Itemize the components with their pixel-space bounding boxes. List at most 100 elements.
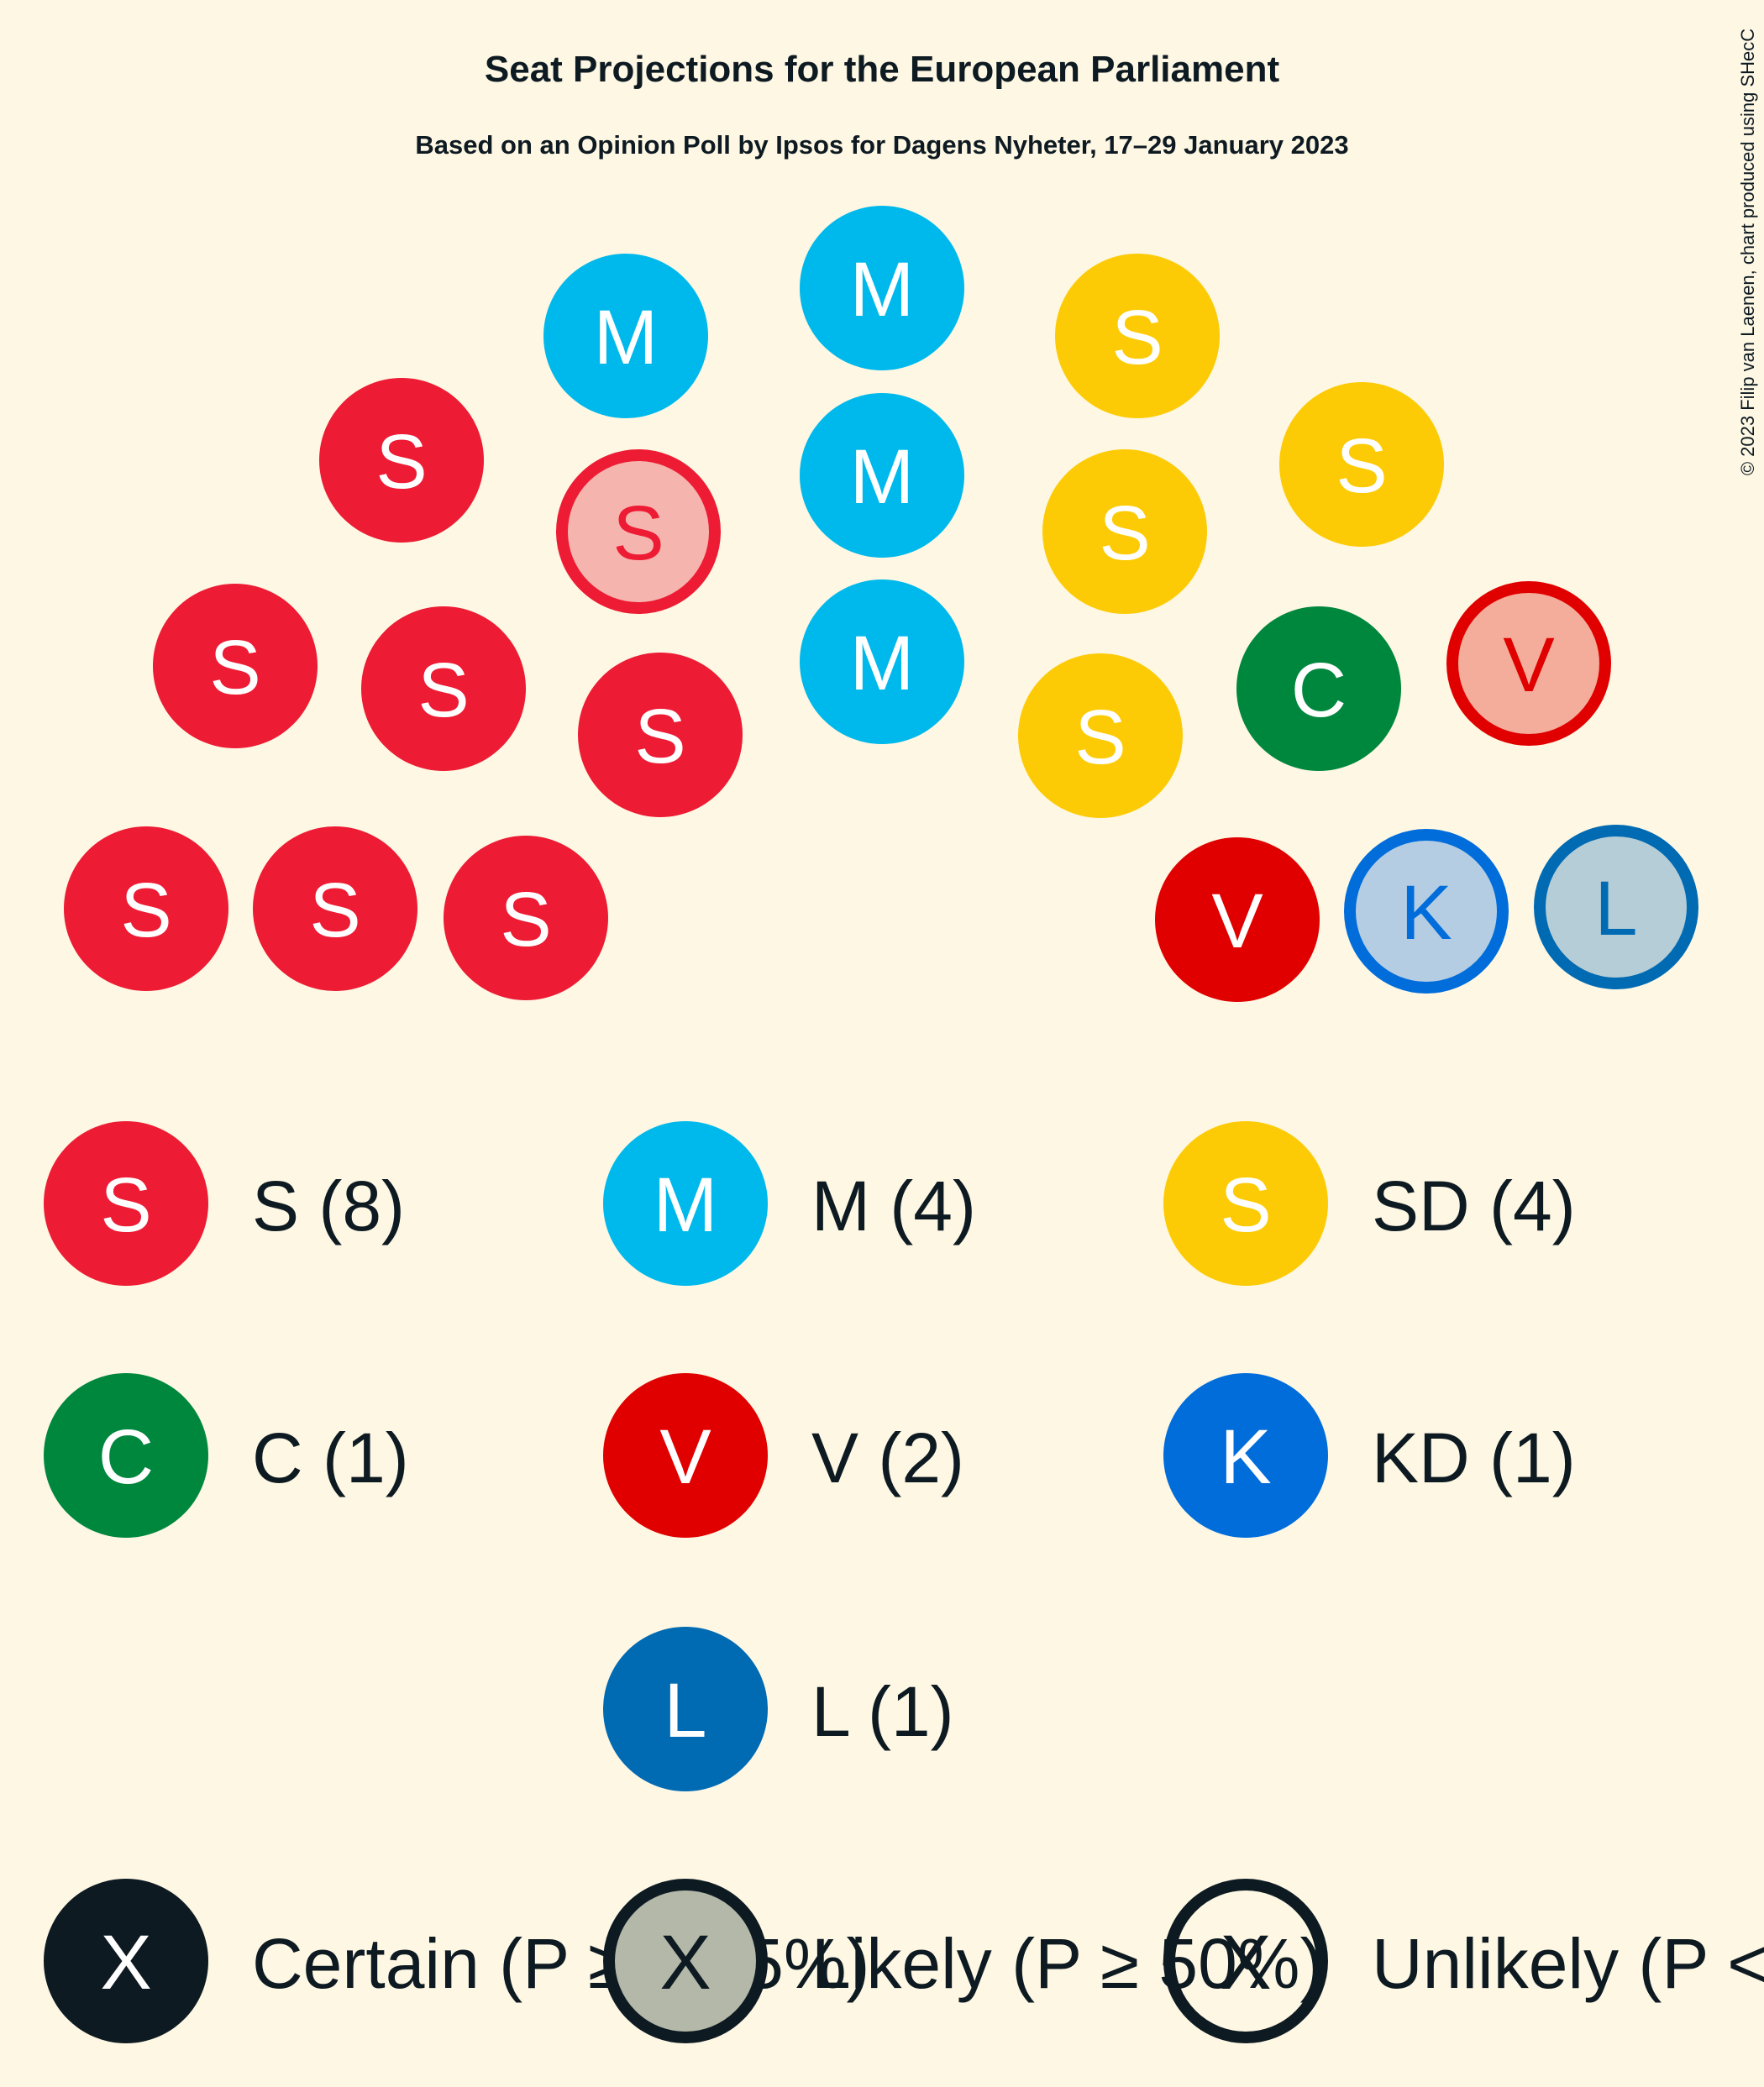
status-swatch-likely-letter: X [659, 1920, 711, 2006]
seat-m: M [800, 393, 964, 558]
status-label-certain: Certain (P ≥ 97.5%) [252, 1924, 870, 2003]
seat-s-circle [153, 584, 318, 748]
seat-m-letter: M [850, 434, 915, 520]
legend-swatch-kd: K [1163, 1373, 1328, 1538]
legend-swatch-c: C [44, 1373, 208, 1538]
seat-m: M [543, 254, 708, 418]
seat-s-letter: S [417, 648, 469, 733]
seat-sd-letter: S [1336, 423, 1387, 509]
seat-s: S [556, 449, 721, 614]
seat-v-circle [1446, 581, 1611, 746]
seat-s-letter: S [634, 694, 685, 779]
seat-l-circle [1534, 825, 1698, 989]
seat-s: S [319, 378, 484, 543]
legend-swatch-v-circle [603, 1373, 768, 1538]
seat-s: S [253, 826, 417, 991]
legend-swatch-v-letter: V [659, 1414, 711, 1500]
seat-sd: S [1279, 382, 1444, 547]
legend-label-s: S (8) [252, 1167, 405, 1245]
seat-sd: S [1018, 653, 1183, 818]
seat-s: S [444, 836, 608, 1000]
seat-kd-letter: K [1400, 870, 1452, 956]
legend-swatch-sd-letter: S [1220, 1162, 1271, 1248]
legend-swatch-m-letter: M [654, 1162, 718, 1248]
legend-swatch-l-circle [603, 1627, 768, 1791]
seat-c: C [1236, 606, 1401, 771]
seat-sd: S [1055, 254, 1220, 418]
seat-s-circle [253, 826, 417, 991]
seat-v: V [1446, 581, 1611, 746]
status-swatch-unlikely-circle [1163, 1879, 1328, 2043]
seat-l-letter: L [1594, 866, 1637, 952]
seat-sd-circle [1055, 254, 1220, 418]
legend-swatch-v: V [603, 1373, 768, 1538]
status-swatch-certain-letter: X [100, 1920, 151, 2006]
seat-s-letter: S [612, 490, 664, 576]
legend-label-v: V (2) [811, 1418, 964, 1497]
legend-swatch-s-letter: S [100, 1162, 151, 1248]
seat-v-letter: V [1211, 878, 1263, 964]
seat-sd-circle [1042, 449, 1207, 614]
seat-s-circle [361, 606, 526, 771]
seat-s: S [578, 653, 743, 817]
seat-s-letter: S [375, 419, 427, 505]
legend-swatch-sd-circle [1163, 1121, 1328, 1286]
legend-label-m: M (4) [811, 1167, 976, 1245]
legend-swatch-kd-letter: K [1220, 1414, 1271, 1500]
seat-s-circle [444, 836, 608, 1000]
seat-s-letter: S [309, 868, 360, 953]
status-swatch-likely-circle [603, 1879, 768, 2043]
seat-m-circle [800, 393, 964, 558]
chart-subtitle: Based on an Opinion Poll by Ipsos for Da… [415, 130, 1348, 160]
legend-label-c: C (1) [252, 1418, 409, 1497]
seat-sd-letter: S [1111, 295, 1163, 380]
seat-c-circle [1236, 606, 1401, 771]
chart-title: Seat Projections for the European Parlia… [485, 49, 1280, 90]
status-swatch-certain-circle [44, 1879, 208, 2043]
status-swatch-certain: X [44, 1879, 208, 2043]
seat-s: S [361, 606, 526, 771]
seat-kd-circle [1344, 829, 1509, 994]
status-label-unlikely: Unlikely (P < 50%) [1372, 1924, 1764, 2003]
legend-item-m: M M (4) [603, 1121, 976, 1286]
seat-s-letter: S [120, 868, 171, 953]
legend-label-kd: KD (1) [1372, 1418, 1576, 1497]
seat-m: M [800, 579, 964, 744]
legend-swatch-s: S [44, 1121, 208, 1286]
status-legend-likely: X Likely (P ≥ 50%) [603, 1879, 1323, 2043]
seat-l: L [1534, 825, 1698, 989]
status-label-likely: Likely (P ≥ 50%) [811, 1924, 1323, 2003]
seat-sd-circle [1279, 382, 1444, 547]
seat-m: M [800, 206, 964, 370]
seat-m-letter: M [850, 621, 915, 706]
seat-sd-letter: S [1074, 695, 1126, 780]
legend-label-l: L (1) [811, 1672, 954, 1751]
legend-item-kd: K KD (1) [1163, 1373, 1576, 1538]
seat-hemicycle: S S S S S S S S M M M M S S S S C V V K L [64, 206, 1698, 1002]
legend-swatch-s-circle [44, 1121, 208, 1286]
seat-c-letter: C [1291, 648, 1347, 733]
status-legend-unlikely: X Unlikely (P < 50%) [1163, 1879, 1764, 2043]
legend-swatch-m: M [603, 1121, 768, 1286]
copyright-notice: © 2023 Filip van Laenen, chart produced … [1737, 29, 1758, 475]
legend-label-sd: SD (4) [1372, 1167, 1576, 1245]
status-swatch-unlikely: X [1163, 1879, 1328, 2043]
status-swatch-likely: X [603, 1879, 768, 2043]
legend-swatch-c-circle [44, 1373, 208, 1538]
seat-kd: K [1344, 829, 1509, 994]
seat-sd-letter: S [1099, 490, 1150, 576]
seat-sd: S [1042, 449, 1207, 614]
legend-swatch-kd-circle [1163, 1373, 1328, 1538]
seat-s: S [64, 826, 228, 991]
seat-v-letter: V [1503, 622, 1554, 708]
legend-swatch-c-letter: C [98, 1414, 154, 1500]
seat-m-circle [800, 206, 964, 370]
seat-m-circle [543, 254, 708, 418]
seat-s-circle [319, 378, 484, 543]
legend-item-c: C C (1) [44, 1373, 409, 1538]
seat-m-circle [800, 579, 964, 744]
legend-item-s: S S (8) [44, 1121, 405, 1286]
seat-m-letter: M [850, 247, 915, 333]
